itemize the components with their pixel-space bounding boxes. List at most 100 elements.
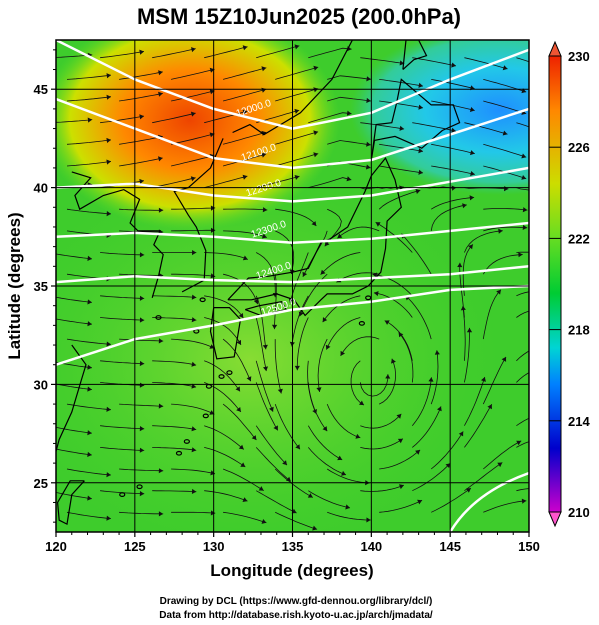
streamline-arrow [261,152,267,158]
streamline-arrow [313,87,319,93]
streamline [204,110,248,124]
chart-title: MSM 15Z10Jun2025 (200.0hPa) [137,4,461,29]
island [202,413,209,419]
streamline [464,403,493,448]
streamline [222,131,267,145]
streamline-arrow [462,203,467,209]
streamline [56,361,92,369]
streamline-arrow [272,324,278,330]
streamline-arrow [316,387,322,392]
streamline-arrow [286,476,291,482]
streamline-arrow [261,130,267,136]
y-tick-label: 35 [34,279,48,294]
streamline-arrow [158,70,163,76]
streamline-arrow [190,111,196,117]
streamline [317,338,328,392]
streamline [464,376,486,426]
streamline-arrow [302,271,308,277]
credit-line-2: Data from http://database.rish.kyoto-u.a… [159,610,433,621]
streamline [431,79,475,90]
streamline-arrow [106,137,111,143]
streamline [464,230,503,253]
streamline-arrow [273,425,278,431]
streamline-arrow [158,207,164,213]
streamline-arrow [298,311,304,317]
y-tick-label: 40 [34,181,48,196]
streamline-arrow [468,244,473,250]
streamline [152,425,197,430]
streamline-arrow [487,404,492,410]
streamline [66,468,111,476]
streamline [56,253,93,260]
streamline [222,338,252,382]
streamline-arrow [246,376,252,382]
streamline-arrow [87,430,92,436]
streamline [482,254,523,275]
streamline-arrow [139,317,145,323]
streamline-arrow [366,141,371,147]
streamline [152,295,197,298]
x-axis-ticks: 120 125 130 135 140 145 150 [45,532,540,554]
streamline-arrow [465,488,471,493]
y-tick-label: 30 [34,377,48,392]
streamline-arrow [190,176,196,182]
streamline-arrow [106,211,111,217]
streamline-arrow [502,65,508,71]
coastline [232,40,353,136]
cold-anomaly [350,40,529,195]
streamline [171,133,215,145]
height-contour [449,471,529,532]
streamline-arrow [573,113,578,118]
streamline [66,139,112,145]
streamline-arrow [375,222,381,227]
streamline-arrow [235,386,240,392]
streamline [482,356,507,405]
island [183,439,190,444]
streamline [516,122,529,128]
streamline-arrow [106,159,111,165]
streamline-arrow [139,426,145,432]
colorbar-tick-label: 222 [568,231,590,246]
streamline-arrow [106,73,111,79]
streamline [373,292,413,318]
streamline-arrow [253,299,259,305]
streamline-arrow [502,130,508,136]
streamline [320,252,361,275]
streamline [223,230,267,238]
streamline [379,499,423,513]
streamline [119,273,164,276]
streamline [462,244,474,296]
streamline-arrow [574,470,579,475]
streamline-arrow [191,426,197,432]
streamline-arrow [139,491,145,497]
streamline-arrow [365,164,371,170]
streamline [431,165,475,175]
streamline [327,75,371,80]
streamline [171,154,215,167]
streamline [327,96,371,102]
island [199,297,206,303]
streamline [223,88,267,102]
streamline [516,488,529,492]
streamline-arrow [106,406,111,412]
streamline [171,207,216,210]
streamline [119,71,163,80]
streamline [100,360,145,365]
streamline [379,358,397,405]
streamline [171,90,215,102]
streamline-arrow [481,377,486,382]
streamline [379,100,424,109]
streamline [360,122,405,130]
streamline-arrow [294,365,300,371]
streamline-arrow [294,44,300,50]
streamline-arrow [261,66,267,72]
streamline-arrow [294,108,300,114]
south-field [56,160,510,532]
streamline-arrow [384,320,390,325]
colorbar: 230 226 222 218 214 210 [548,40,590,528]
island [218,374,225,379]
streamline [483,440,522,470]
streamline [223,511,267,524]
x-tick-label: 135 [282,539,304,554]
streamline [66,208,112,215]
